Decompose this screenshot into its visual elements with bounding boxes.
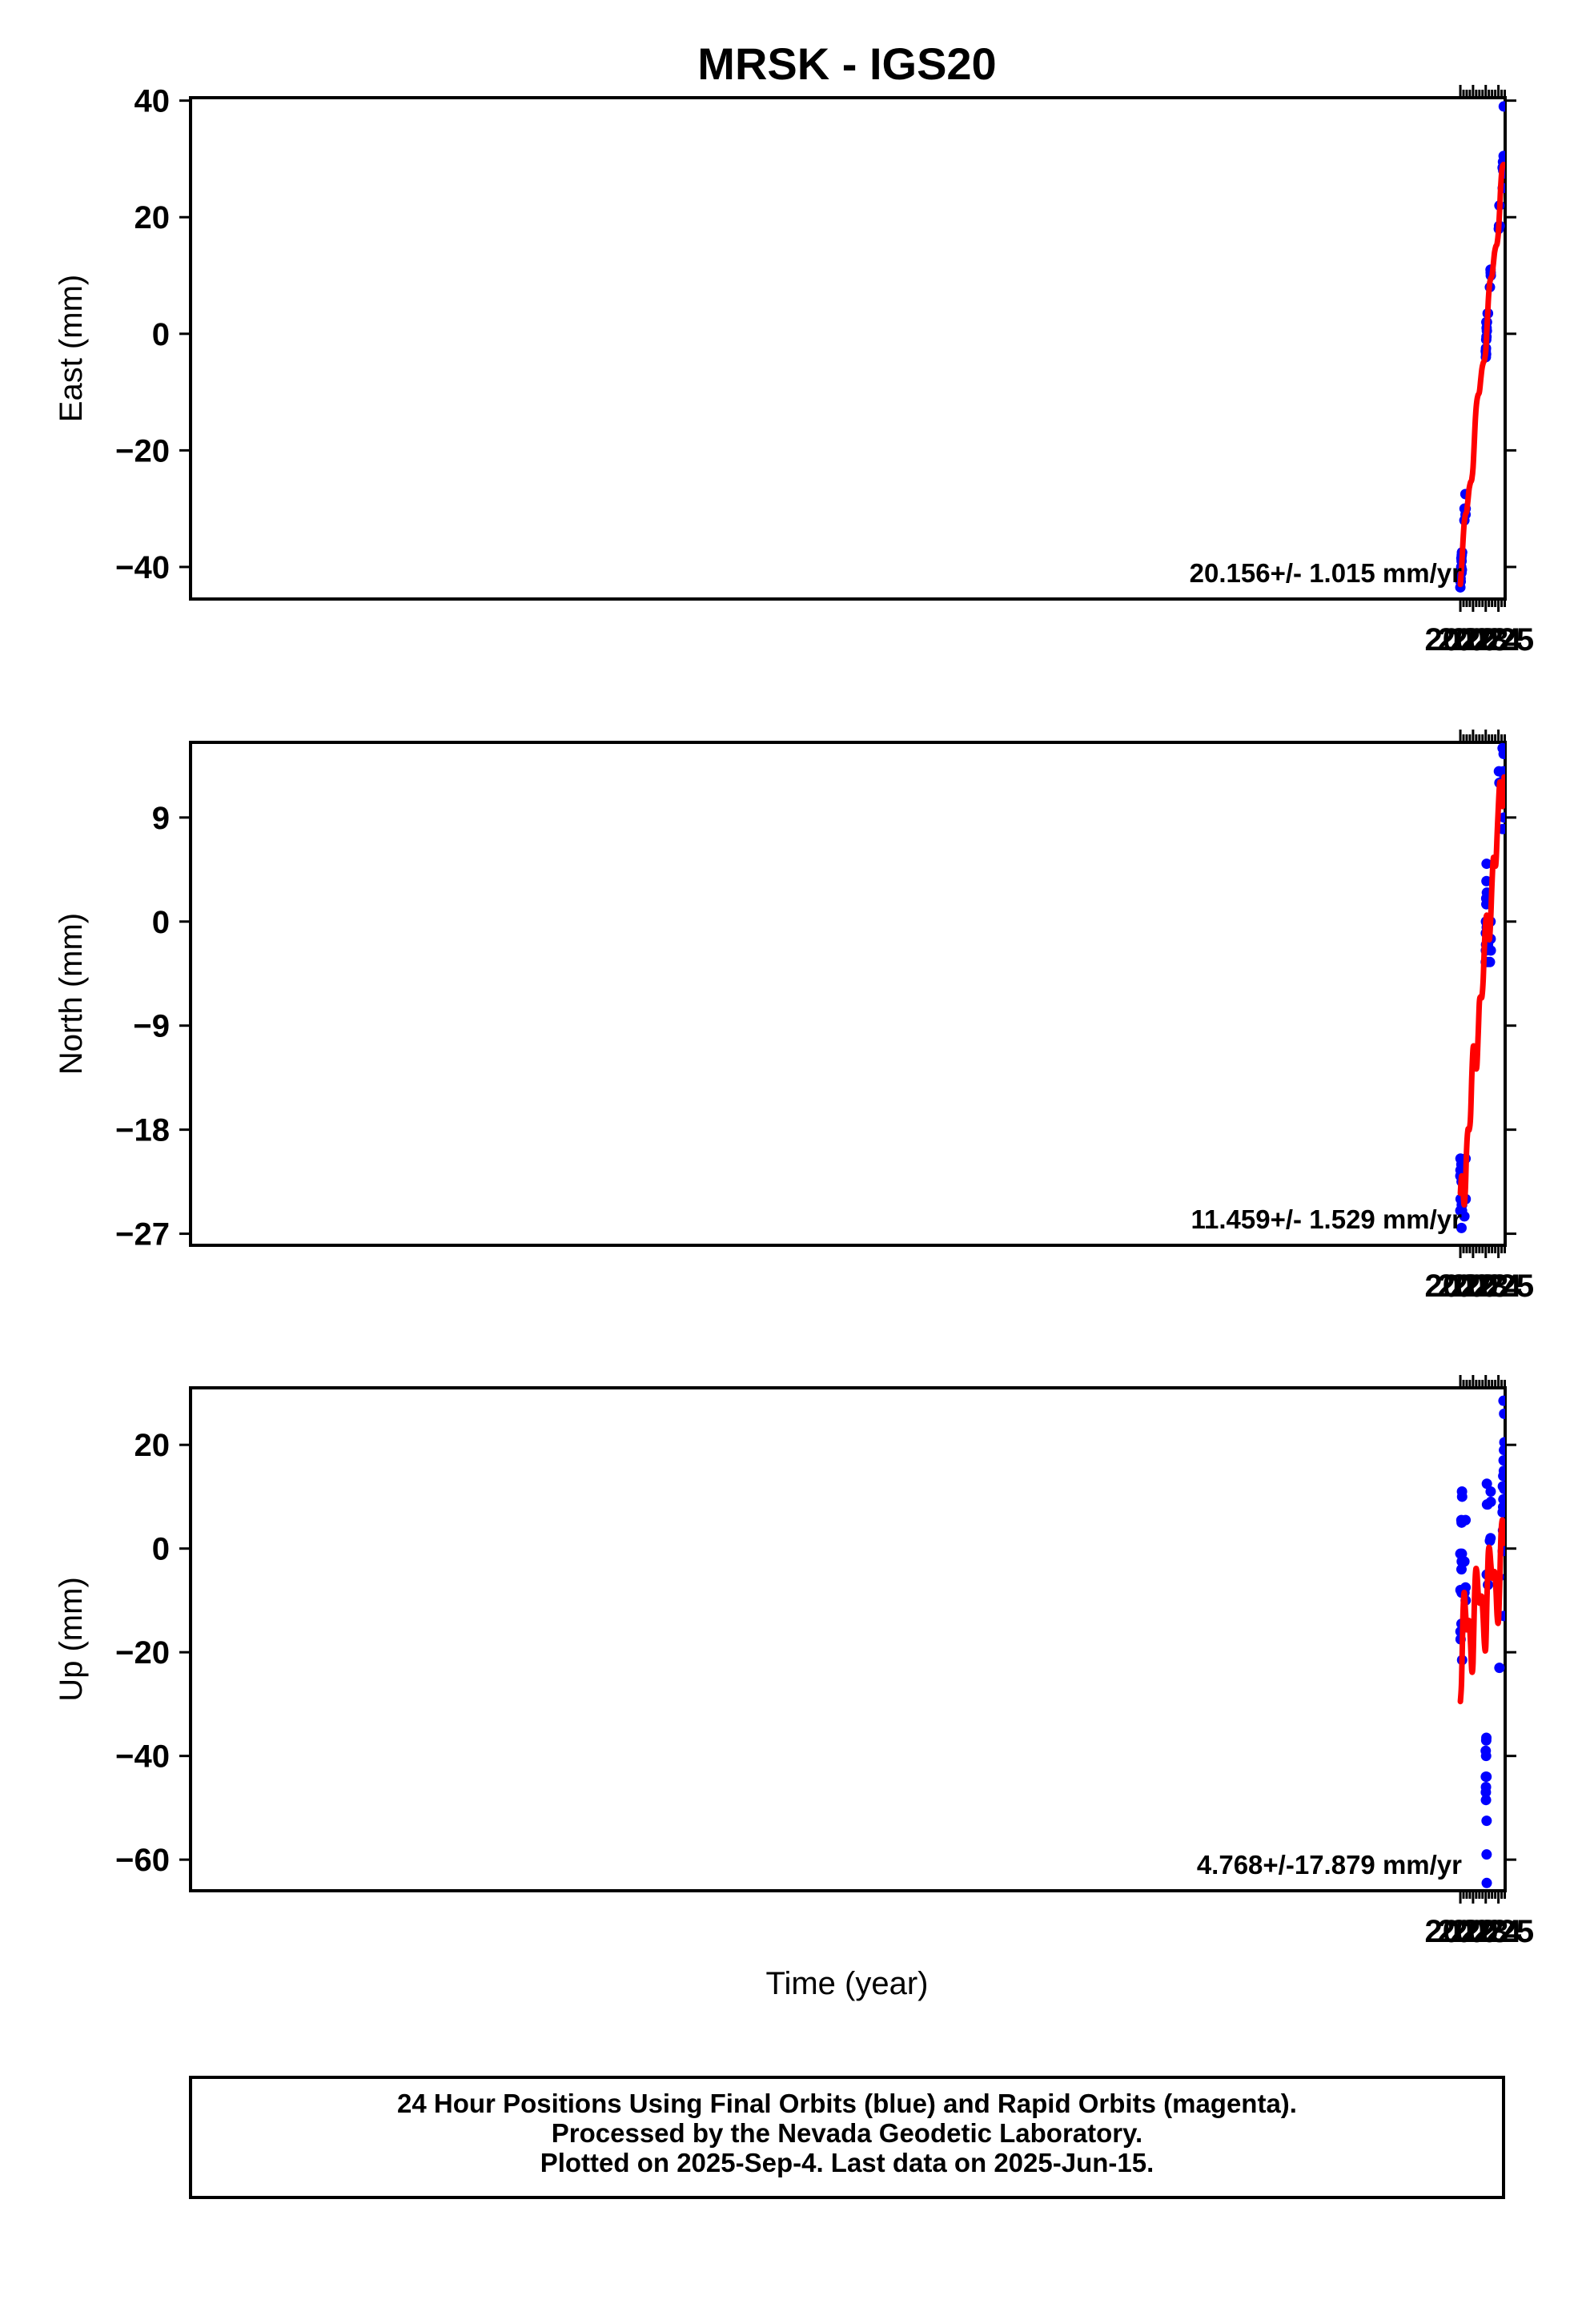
up-data-point xyxy=(1499,1408,1505,1419)
footer-border xyxy=(189,2076,1505,2199)
north-xtick-label: 2023 xyxy=(1437,1269,1508,1304)
up-data-point xyxy=(1498,1466,1505,1477)
north-data-point xyxy=(1485,945,1496,956)
up-data xyxy=(1455,1395,1505,1888)
north-ytick-label: 0 xyxy=(152,905,170,940)
up-rate-label: 4.768+/-17.879 mm/yr xyxy=(1197,1850,1462,1880)
east-ytick-label: 20 xyxy=(135,200,171,235)
up-data-point xyxy=(1480,1782,1492,1793)
up-data-point xyxy=(1499,1437,1505,1448)
footer-line-1: 24 Hour Positions Using Final Orbits (bl… xyxy=(397,2089,1297,2118)
north-rate-label: 11.459+/- 1.529 mm/yr xyxy=(1191,1204,1462,1234)
up-data-point xyxy=(1459,1556,1470,1567)
up-xtick-label: 2024 xyxy=(1450,1914,1522,1949)
up-data-point xyxy=(1481,1849,1492,1860)
north-xtick-label: 2024 xyxy=(1450,1269,1522,1304)
up-data-point xyxy=(1499,1445,1505,1456)
north-data-point xyxy=(1459,1211,1470,1222)
footer-line-3: Plotted on 2025-Sep-4. Last data on 2025… xyxy=(540,2148,1154,2177)
up-data-point xyxy=(1480,1795,1492,1806)
east-xtick-label: 2022 xyxy=(1425,622,1496,657)
footer-box: 24 Hour Positions Using Final Orbits (bl… xyxy=(189,2076,1505,2199)
east-ytick-label: 40 xyxy=(135,84,171,119)
north-data-point xyxy=(1481,858,1492,870)
north-model-line xyxy=(1457,774,1505,1208)
east-ytick-label: 0 xyxy=(152,317,170,352)
up-data-point xyxy=(1485,1496,1496,1507)
up-data-point xyxy=(1481,1478,1492,1490)
east-data-point xyxy=(1498,101,1505,112)
north-data-point xyxy=(1484,956,1496,967)
up-ytick-label: −40 xyxy=(115,1739,170,1775)
up-data-point xyxy=(1481,1877,1492,1888)
up-data-point xyxy=(1485,1533,1496,1544)
up-data-point xyxy=(1485,1486,1496,1497)
east-ytick-label: −20 xyxy=(115,433,170,468)
up-ytick-label: 0 xyxy=(152,1532,170,1567)
north-data-point xyxy=(1499,748,1505,759)
north-ytick-label: −18 xyxy=(115,1113,170,1148)
east-model-line xyxy=(1457,161,1505,588)
up-data-point xyxy=(1456,1491,1468,1502)
x-axis-label: Time (year) xyxy=(766,1966,929,2001)
north-xtick-label: 2025 xyxy=(1463,1269,1534,1304)
up-ytick-label: −20 xyxy=(115,1635,170,1671)
north-y-axis-label: North (mm) xyxy=(54,913,89,1075)
north-ytick-label: −9 xyxy=(133,1009,170,1044)
footer-line-2: Processed by the Nevada Geodetic Laborat… xyxy=(552,2118,1142,2148)
up-data-point xyxy=(1498,1455,1505,1466)
east-xtick-label: 2025 xyxy=(1463,622,1534,657)
up-ytick-label: 20 xyxy=(135,1428,171,1463)
up-data-point xyxy=(1481,1815,1492,1827)
north-data xyxy=(1455,742,1505,1233)
up-xtick-label: 2025 xyxy=(1463,1914,1534,1949)
up-data-point xyxy=(1494,1663,1505,1674)
up-ytick-label: −60 xyxy=(115,1843,170,1878)
up-data-point xyxy=(1481,1771,1492,1783)
up-xtick-label: 2023 xyxy=(1437,1914,1508,1949)
up-y-axis-label: Up (mm) xyxy=(54,1577,89,1702)
figure-title: MRSK - IGS20 xyxy=(697,38,996,89)
up-data-point xyxy=(1480,1751,1492,1762)
north-xtick-label: 2022 xyxy=(1425,1269,1496,1304)
east-xtick-label: 2024 xyxy=(1450,622,1522,657)
up-xtick-label: 2022 xyxy=(1425,1914,1496,1949)
east-data xyxy=(1455,101,1505,593)
east-y-axis-label: East (mm) xyxy=(54,275,89,422)
up-data-point xyxy=(1481,1732,1492,1743)
north-plot-frame xyxy=(189,741,1507,1247)
north-data-point xyxy=(1481,875,1492,887)
up-data-point xyxy=(1499,1483,1505,1494)
east-plot-frame xyxy=(189,96,1507,601)
up-data-point xyxy=(1460,1514,1472,1526)
north-ytick-label: 9 xyxy=(152,801,170,836)
north-ytick-label: −27 xyxy=(115,1217,170,1252)
up-model-line xyxy=(1457,1517,1505,1705)
up-data-point xyxy=(1498,1395,1505,1406)
east-ytick-label: −40 xyxy=(115,550,170,585)
east-xtick-label: 2023 xyxy=(1437,622,1508,657)
up-plot-frame xyxy=(189,1386,1507,1892)
up-data-point xyxy=(1498,1494,1505,1505)
east-rate-label: 20.156+/- 1.015 mm/yr xyxy=(1190,558,1462,588)
north-data-point xyxy=(1456,1222,1467,1233)
